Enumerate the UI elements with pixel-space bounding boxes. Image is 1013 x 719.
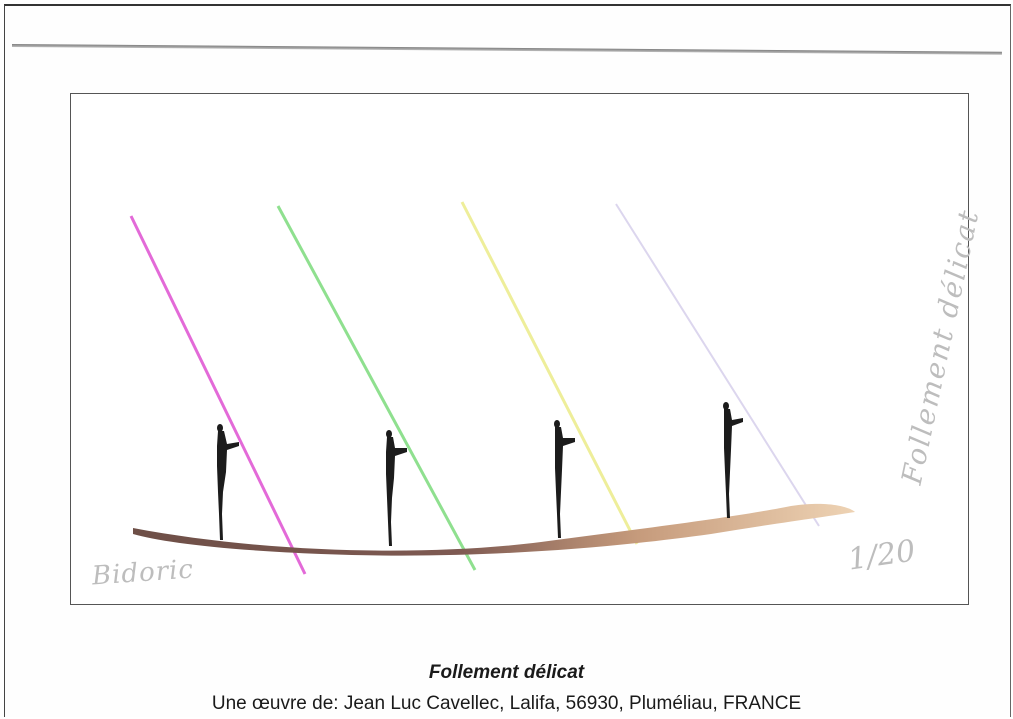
artwork-photo bbox=[70, 93, 969, 605]
artwork-credit: Une œuvre de: Jean Luc Cavellec, Lalifa,… bbox=[211, 693, 802, 714]
lavender-ray bbox=[615, 203, 820, 527]
figure-2 bbox=[386, 430, 407, 546]
figure-4 bbox=[723, 402, 743, 518]
figure-1 bbox=[217, 424, 239, 540]
yellow-ray bbox=[460, 201, 639, 545]
wooden-branch bbox=[133, 503, 855, 556]
green-ray bbox=[276, 205, 477, 571]
artwork-title: Follement délicat bbox=[428, 662, 585, 683]
artwork-illustration bbox=[129, 201, 855, 575]
magenta-ray bbox=[129, 215, 307, 575]
figure-3 bbox=[554, 420, 575, 538]
